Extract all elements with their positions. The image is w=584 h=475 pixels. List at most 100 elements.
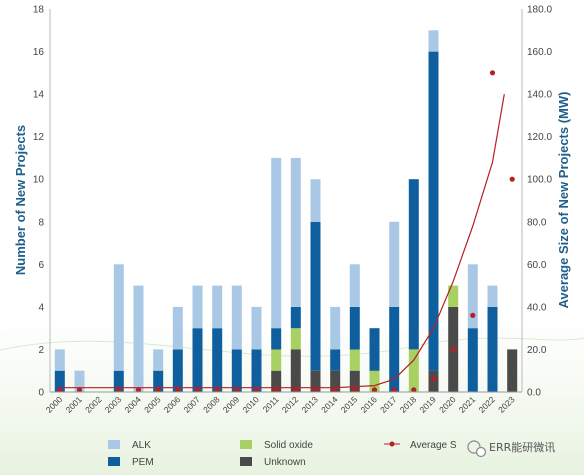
y2-tick-label: 0.0 [527,388,541,399]
bar-pem-2000 [54,370,65,392]
bar-pem-2011 [271,328,282,350]
bar-alk-2004 [133,285,144,392]
legend: ALK PEM Solid oxide Unknown Average S [108,440,457,468]
bar-pem-2006 [172,349,183,392]
average-size-trend-line [59,93,505,389]
average-size-point-2016 [371,387,378,393]
legend-label-unknown: Unknown [264,457,306,468]
bar-solid-oxide-2018 [408,349,419,392]
average-size-point-2020 [450,346,456,352]
y-tick-label: 0 [38,388,44,399]
y-tick-label: 2 [38,345,44,356]
bar-alk-2014 [330,306,341,350]
bar-alk-2006 [172,306,183,350]
bar-alk-2005 [153,349,164,371]
y2-tick-label: 100.0 [527,175,552,186]
bar-pem-2012 [290,306,301,329]
bar-alk-2017 [389,221,400,307]
bar-alk-2015 [349,264,360,307]
bar-alk-2009 [231,285,242,350]
background-wave-line [0,337,584,357]
bar-unknown-2014 [330,370,341,392]
bar-alk-2003 [113,264,124,371]
average-size-point-2006 [175,387,181,393]
legend-swatch-pem [108,457,120,466]
bar-pem-2003 [113,370,124,392]
average-size-point-2012 [293,387,299,393]
bar-alk-2010 [251,306,262,350]
average-size-point-2023 [509,176,515,182]
average-size-point-2022 [489,70,496,76]
average-size-point-2004 [135,387,142,393]
average-size-point-2021 [470,312,476,318]
bar-pem-2015 [349,306,360,350]
y2-axis-title: Average Size of New Projects (MW) [556,92,571,309]
bar-alk-2013 [310,179,321,222]
average-size-point-2015 [352,387,358,393]
bar-pem-2008 [212,328,223,392]
bar-alk-2001 [74,370,85,392]
bar-unknown-2012 [290,349,301,392]
y-tick-label: 14 [33,90,45,101]
y2-tick-label: 140.0 [527,90,552,101]
bar-alk-2019 [428,30,439,52]
bar-solid-oxide-2020 [448,285,459,307]
bar-alk-2021 [467,264,478,329]
bar-solid-oxide-2015 [349,349,360,371]
average-size-point-2010 [253,387,260,393]
bar-unknown-2013 [310,370,321,392]
average-size-point-2008 [214,387,220,393]
average-size-point-2000 [57,387,63,393]
y-tick-label: 8 [38,217,44,228]
bar-unknown-2023 [507,349,518,392]
average-size-point-2019 [430,376,437,382]
y-tick-label: 16 [33,47,45,58]
y-tick-label: 4 [38,302,44,313]
average-size-point-2013 [312,387,319,393]
bar-unknown-2015 [349,370,360,392]
bar-solid-oxide-2012 [290,328,301,350]
y2-tick-label: 80.0 [527,217,547,228]
bar-pem-2014 [330,349,341,371]
bar-pem-2022 [487,306,498,392]
y-axis-title: Number of New Projects [13,125,28,275]
y2-tick-label: 120.0 [527,132,552,143]
average-size-point-2005 [155,387,161,393]
watermark: ERR能研微讯 [467,440,555,458]
bar-pem-2009 [231,349,242,392]
bar-solid-oxide-2011 [271,349,282,371]
average-size-point-2001 [76,387,83,393]
bar-pem-2005 [153,370,164,392]
legend-label-average: Average S [410,440,457,451]
bar-pem-2017 [389,306,400,392]
y2-tick-label: 180.0 [527,5,552,16]
watermark-text: ERR能研微讯 [489,440,555,454]
bar-alk-2000 [54,349,65,371]
bar-alk-2007 [192,285,203,329]
wechat-icon-small [475,446,487,458]
average-size-point-2009 [234,387,240,393]
legend-swatch-unknown [240,457,252,466]
average-size-point-2003 [116,387,122,393]
bar-pem-2019 [428,51,439,371]
y-tick-label: 12 [33,132,45,143]
y2-tick-label: 160.0 [527,47,552,58]
y2-tick-label: 60.0 [527,260,547,271]
y-tick-label: 18 [33,5,45,16]
average-size-point-2007 [194,387,201,393]
bar-alk-2012 [290,157,301,307]
average-size-point-2011 [273,387,279,393]
plot-area [54,30,518,393]
bar-pem-2010 [251,349,262,392]
legend-dot-average [389,441,395,447]
average-size-point-2014 [332,387,338,393]
legend-swatch-alk [108,440,120,449]
average-size-point-2018 [411,387,417,393]
bar-pem-2021 [467,328,478,392]
y2-tick-label: 40.0 [527,302,547,313]
average-size-point-2017 [391,387,397,393]
bar-solid-oxide-2016 [369,370,380,392]
bar-alk-2008 [212,285,223,329]
legend-label-pem: PEM [132,457,154,468]
bar-alk-2011 [271,157,282,329]
